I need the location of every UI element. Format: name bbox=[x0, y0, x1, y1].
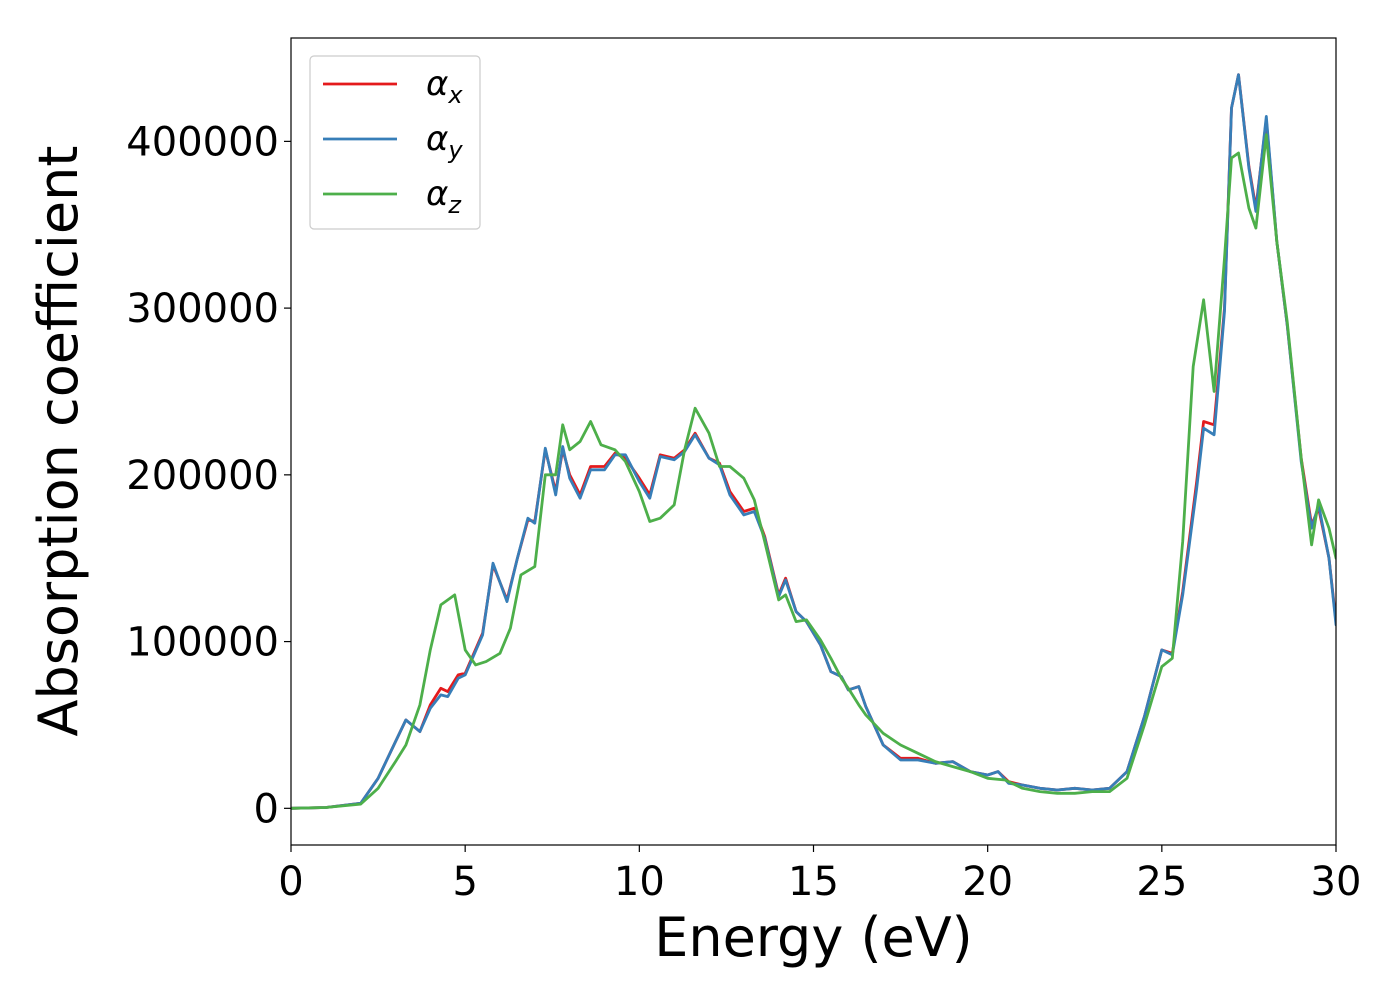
x-tick-label: 20 bbox=[962, 859, 1013, 905]
y-tick-label: 100000 bbox=[126, 620, 279, 666]
y-tick-label: 300000 bbox=[126, 286, 279, 332]
x-tick-label: 0 bbox=[278, 859, 303, 905]
x-tick-label: 10 bbox=[614, 859, 665, 905]
series-line-z bbox=[291, 133, 1336, 810]
y-tick-label: 200000 bbox=[126, 453, 279, 499]
y-axis: 0 100000 200000 300000 400000 bbox=[126, 119, 291, 832]
legend-label-z: αz bbox=[426, 174, 462, 219]
y-tick-label: 0 bbox=[254, 786, 279, 832]
x-tick-label: 15 bbox=[788, 859, 839, 905]
legend-label-y: αy bbox=[426, 119, 463, 164]
legend-box bbox=[309, 55, 481, 230]
series-layer bbox=[291, 73, 1336, 810]
x-tick-label: 5 bbox=[452, 859, 477, 905]
x-axis-label: Energy (eV) bbox=[654, 906, 973, 969]
legend-label-x: αx bbox=[426, 64, 463, 109]
y-tick-label: 400000 bbox=[126, 119, 279, 165]
legend: αx αy αz bbox=[309, 55, 481, 230]
x-tick-label: 25 bbox=[1136, 859, 1187, 905]
x-axis: 0 5 10 15 20 25 30 bbox=[278, 845, 1361, 905]
y-axis-label: Absorption coefficient bbox=[27, 146, 90, 737]
x-tick-label: 30 bbox=[1311, 859, 1362, 905]
